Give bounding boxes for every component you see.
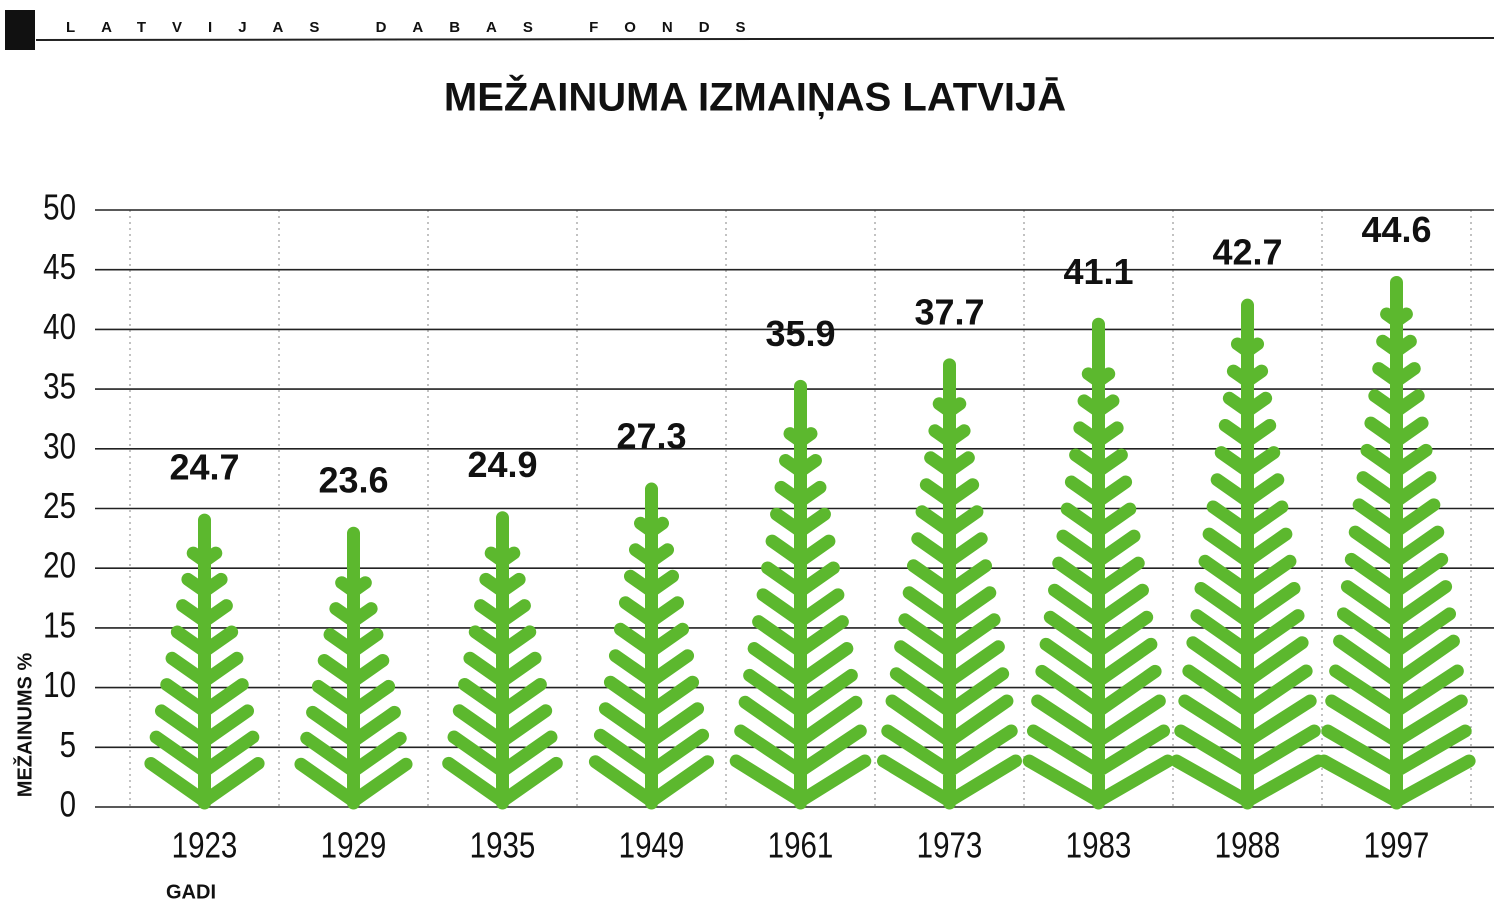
x-tick-label: 1988 <box>1215 825 1281 865</box>
data-label: 44.6 <box>1361 209 1431 250</box>
header-block <box>5 10 35 50</box>
x-tick-label: 1997 <box>1364 825 1430 865</box>
x-tick-label: 1935 <box>470 825 536 865</box>
tree <box>729 379 872 810</box>
chart-title: MEŽAINUMA IZMAIŅAS LATVIJĀ <box>444 74 1066 120</box>
tree <box>588 482 715 810</box>
y-tick-label: 35 <box>43 366 76 406</box>
tree <box>1022 317 1175 810</box>
tree <box>876 358 1023 810</box>
data-label: 35.9 <box>765 313 835 354</box>
y-tick-label: 15 <box>43 605 76 645</box>
header-rule <box>35 37 1494 41</box>
data-label: 27.3 <box>616 416 686 457</box>
tree <box>1170 298 1325 810</box>
y-tick-label: 5 <box>60 724 76 764</box>
y-tick-label: 0 <box>60 784 76 824</box>
header-text: LATVIJAS DABAS FONDS <box>66 19 772 36</box>
tree <box>442 511 563 810</box>
data-label: 37.7 <box>914 291 984 332</box>
y-tick-label: 25 <box>43 485 76 525</box>
y-tick-label: 45 <box>43 246 76 286</box>
data-label: 41.1 <box>1063 251 1133 292</box>
x-tick-label: 1949 <box>619 825 685 865</box>
x-tick-label: 1929 <box>321 825 387 865</box>
x-tick-label: 1961 <box>768 825 834 865</box>
data-label: 24.7 <box>169 447 239 488</box>
data-label: 42.7 <box>1212 232 1282 273</box>
x-axis-label: GADI <box>166 881 216 903</box>
y-tick-label: 30 <box>43 425 76 465</box>
y-axis-label: MEŽAINUMS % <box>12 653 36 798</box>
y-tick-label: 10 <box>43 664 76 704</box>
tree <box>294 526 413 810</box>
data-label: 23.6 <box>318 460 388 501</box>
x-tick-label: 1983 <box>1066 825 1132 865</box>
y-tick-label: 40 <box>43 306 76 346</box>
x-tick-label: 1973 <box>917 825 983 865</box>
y-tick-label: 20 <box>43 545 76 585</box>
tree <box>1317 275 1476 810</box>
tree <box>144 513 265 810</box>
x-tick-label: 1923 <box>172 825 238 865</box>
data-label: 24.9 <box>467 444 537 485</box>
y-tick-label: 50 <box>43 187 76 227</box>
